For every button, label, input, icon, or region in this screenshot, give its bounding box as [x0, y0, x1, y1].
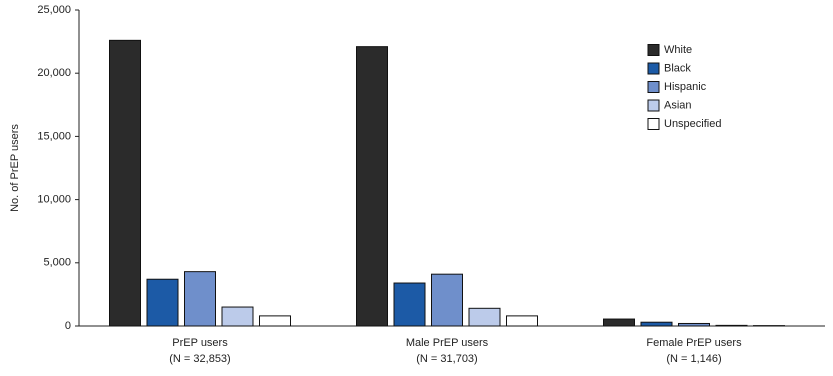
bar: [678, 322, 710, 327]
x-tick-sublabel: (N = 31,703): [416, 353, 477, 365]
legend-label: Hispanic: [664, 81, 707, 93]
bar: [468, 307, 501, 327]
legend-swatch: [647, 62, 660, 75]
bar: [715, 324, 748, 327]
bar: [431, 273, 463, 327]
y-tick-label: 25,000: [37, 4, 71, 16]
bar: [393, 282, 426, 327]
bar: [356, 46, 388, 327]
legend-label: White: [664, 44, 692, 56]
y-axis-label: No. of PrEP users: [9, 124, 21, 212]
y-tick-label: 20,000: [37, 67, 71, 79]
legend-label: Asian: [664, 99, 692, 111]
bar: [184, 271, 216, 327]
bar: [506, 315, 538, 327]
y-tick-label: 10,000: [37, 194, 71, 206]
legend-swatch: [647, 118, 660, 130]
y-tick-label: 15,000: [37, 130, 71, 142]
bar: [221, 306, 254, 327]
x-tick-sublabel: (N = 1,146): [666, 353, 721, 365]
bar: [603, 318, 635, 327]
bar: [146, 278, 179, 327]
x-tick-label: Male PrEP users: [406, 337, 489, 349]
legend-swatch: [647, 81, 660, 93]
bar: [109, 39, 141, 327]
legend-label: Black: [664, 62, 691, 74]
bar: [259, 315, 291, 327]
legend-label: Unspecified: [664, 118, 721, 130]
legend-swatch: [647, 99, 660, 112]
y-tick-label: 0: [65, 320, 71, 332]
bar: [640, 321, 673, 327]
x-tick-sublabel: (N = 32,853): [169, 353, 230, 365]
y-tick-label: 5,000: [43, 257, 71, 269]
legend-swatch: [647, 44, 660, 56]
x-tick-label: Female PrEP users: [646, 337, 742, 349]
x-tick-label: PrEP users: [172, 337, 228, 349]
